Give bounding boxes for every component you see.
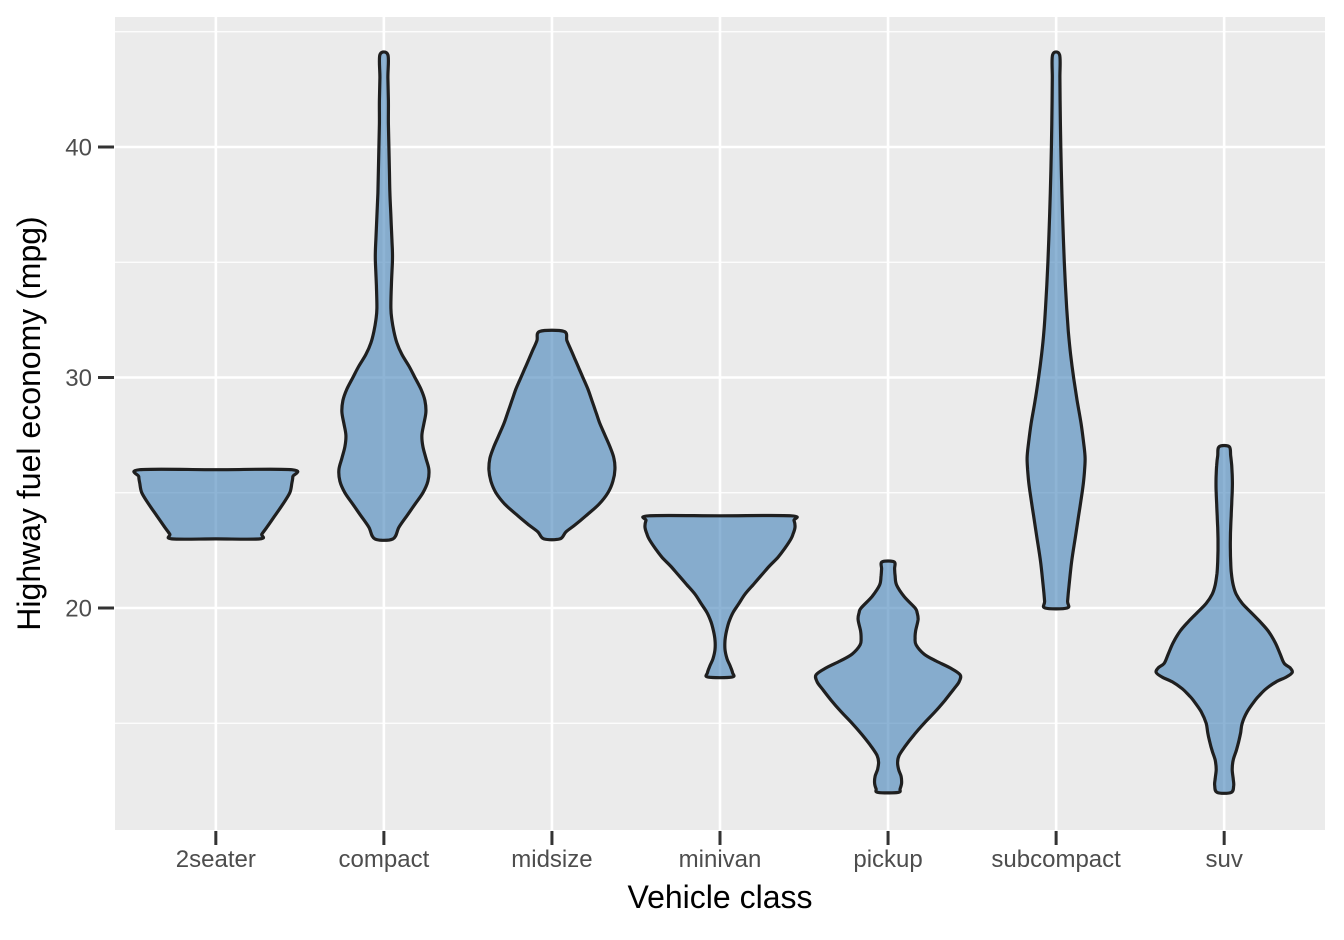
violin-shapes — [132, 50, 1294, 795]
violin-suv — [1154, 443, 1294, 795]
x-axis-tick-labels: 2seater compact midsize minivan pickup subcom… — [176, 846, 1243, 873]
y-axis-tick-labels: 20 30 40 — [65, 135, 92, 623]
y-tick-label-20: 20 — [65, 596, 92, 623]
y-axis-title: Highway fuel economy (mpg) — [11, 216, 47, 630]
violin-subcompact — [1025, 50, 1087, 611]
x-tick-label-midsize: midsize — [511, 846, 592, 873]
x-tick-label-subcompact: subcompact — [991, 846, 1121, 873]
violin-compact — [337, 50, 431, 542]
axis-tick-marks — [98, 145, 1226, 845]
violin-pickup — [813, 559, 963, 795]
y-tick-label-30: 30 — [65, 365, 92, 392]
y-tick-label-40: 40 — [65, 135, 92, 162]
x-tick-label-compact: compact — [339, 846, 430, 873]
x-tick-label-2seater: 2seater — [176, 846, 256, 873]
violin-minivan — [641, 513, 799, 680]
x-tick-label-pickup: pickup — [853, 846, 922, 873]
x-tick-label-suv: suv — [1205, 846, 1242, 873]
violin-2seater — [132, 467, 300, 541]
x-axis-title: Vehicle class — [628, 879, 813, 915]
violin-midsize — [487, 328, 617, 542]
x-tick-label-minivan: minivan — [679, 846, 762, 873]
